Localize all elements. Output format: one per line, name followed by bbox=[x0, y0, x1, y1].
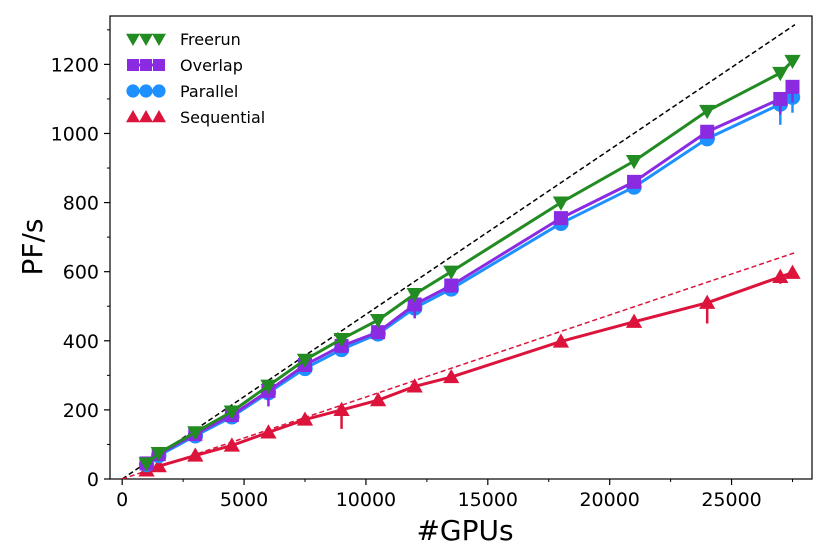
data-point-sequential bbox=[443, 368, 460, 384]
x-axis-ticks: 0 5000 10000 15000 20000 25000 bbox=[116, 479, 793, 511]
data-point-overlap bbox=[444, 278, 459, 293]
data-point-freerun bbox=[406, 288, 423, 303]
x-tick-label: 0 bbox=[116, 489, 128, 511]
data-point-freerun bbox=[296, 353, 314, 368]
data-point-overlap bbox=[627, 174, 642, 189]
y-axis-title: PF/s bbox=[16, 218, 49, 275]
series-overlap bbox=[139, 79, 800, 471]
y-tick-label: 200 bbox=[63, 400, 99, 422]
data-point-freerun bbox=[138, 457, 155, 472]
data-point-freerun bbox=[552, 196, 570, 211]
data-point-freerun bbox=[772, 66, 789, 82]
legend-item-parallel: Parallel bbox=[126, 82, 238, 101]
x-tick-label: 5000 bbox=[220, 489, 268, 511]
legend-marker-sequential bbox=[126, 110, 140, 123]
legend-marker-sequential bbox=[139, 110, 153, 123]
legend-marker-freerun bbox=[152, 33, 166, 46]
x-tick-label: 25000 bbox=[701, 489, 761, 511]
legend-label-sequential: Sequential bbox=[180, 108, 265, 127]
data-point-freerun bbox=[150, 446, 167, 462]
data-point-overlap bbox=[785, 79, 800, 94]
legend-marker-freerun bbox=[126, 33, 140, 46]
data-point-sequential bbox=[260, 424, 277, 439]
y-tick-label: 1200 bbox=[51, 54, 99, 76]
data-point-sequential bbox=[333, 401, 350, 416]
legend-item-freerun: Freerun bbox=[126, 30, 241, 49]
reference-line-dashed bbox=[121, 251, 796, 480]
data-point-freerun bbox=[699, 104, 716, 120]
data-point-sequential bbox=[625, 313, 643, 328]
series-line-sequential bbox=[146, 271, 793, 472]
data-point-freerun bbox=[443, 265, 460, 280]
series-layer bbox=[138, 54, 801, 477]
data-point-freerun bbox=[223, 405, 240, 420]
y-tick-label: 600 bbox=[63, 262, 99, 284]
data-point-sequential bbox=[150, 458, 167, 473]
legend-label-parallel: Parallel bbox=[180, 82, 238, 101]
legend-marker-freerun bbox=[139, 33, 153, 46]
data-point-overlap bbox=[371, 325, 386, 340]
data-point-freerun bbox=[370, 313, 387, 329]
data-point-freerun bbox=[625, 155, 643, 170]
legend-label-freerun: Freerun bbox=[180, 30, 241, 49]
legend-item-sequential: Sequential bbox=[126, 108, 265, 127]
x-tick-label: 20000 bbox=[579, 489, 639, 511]
legend-label-overlap: Overlap bbox=[180, 56, 243, 75]
series-sequential bbox=[138, 264, 801, 477]
data-point-freerun bbox=[260, 379, 277, 394]
legend-marker-sequential bbox=[152, 110, 166, 123]
series-freerun bbox=[138, 54, 801, 472]
x-tick-label: 15000 bbox=[458, 489, 518, 511]
data-point-sequential bbox=[772, 268, 789, 283]
series-line-overlap bbox=[145, 85, 794, 465]
data-point-sequential bbox=[406, 378, 423, 393]
data-point-overlap bbox=[553, 211, 568, 226]
legend: Freerun Overlap Parallel Sequential bbox=[126, 30, 265, 127]
data-point-freerun bbox=[784, 54, 801, 70]
data-point-freerun bbox=[333, 332, 350, 348]
legend-item-overlap: Overlap bbox=[127, 56, 243, 75]
plot-frame bbox=[109, 15, 813, 480]
x-axis-title: #GPUs bbox=[416, 514, 513, 547]
series-line-parallel bbox=[145, 95, 794, 466]
data-point-sequential bbox=[552, 333, 570, 348]
y-tick-label: 0 bbox=[87, 469, 99, 491]
data-point-sequential bbox=[699, 294, 716, 309]
data-point-sequential bbox=[370, 392, 387, 407]
y-axis-ticks: 0 200 400 600 800 1000 1200 bbox=[51, 29, 110, 491]
data-point-overlap bbox=[773, 91, 788, 106]
data-point-freerun bbox=[187, 426, 204, 441]
data-point-sequential bbox=[223, 437, 240, 452]
y-tick-label: 400 bbox=[63, 331, 99, 353]
data-point-overlap bbox=[700, 124, 715, 139]
reference-lines bbox=[121, 24, 796, 480]
y-tick-label: 1000 bbox=[51, 123, 99, 145]
reference-line-dashed bbox=[121, 24, 796, 480]
data-point-overlap bbox=[407, 297, 422, 312]
data-point-sequential bbox=[187, 447, 204, 462]
y-tick-label: 800 bbox=[63, 193, 99, 215]
data-point-sequential bbox=[296, 411, 314, 426]
data-point-sequential bbox=[784, 264, 801, 279]
x-tick-label: 10000 bbox=[336, 489, 396, 511]
